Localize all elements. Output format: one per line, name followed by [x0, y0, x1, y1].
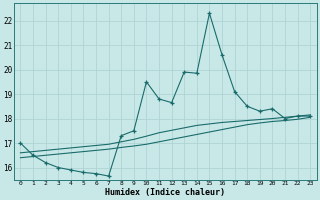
X-axis label: Humidex (Indice chaleur): Humidex (Indice chaleur) — [105, 188, 225, 197]
